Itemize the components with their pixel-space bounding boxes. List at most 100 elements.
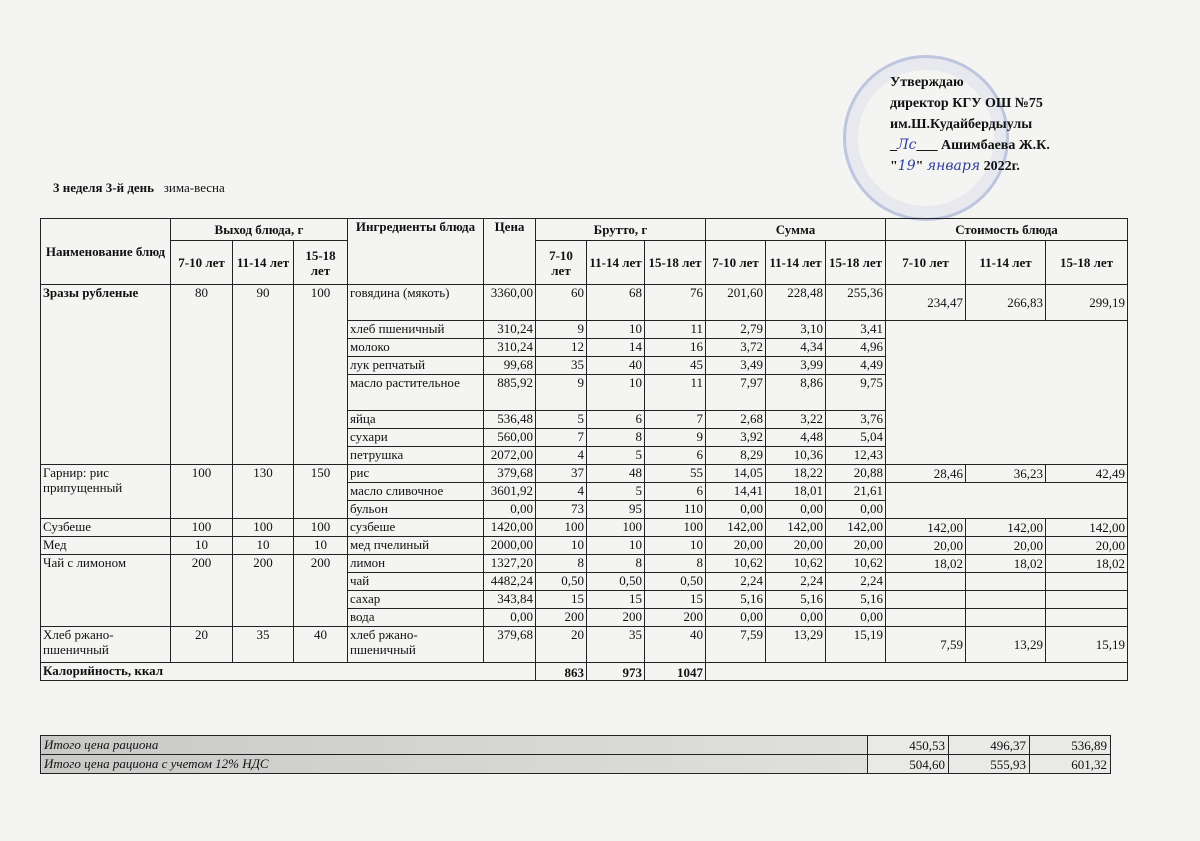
ingredient-sum: 0,00 bbox=[825, 500, 886, 519]
ingredient-name: лук репчатый bbox=[347, 356, 484, 375]
ingredient-sum: 255,36 bbox=[825, 284, 886, 321]
ingredient-sum: 142,00 bbox=[705, 518, 766, 537]
ingredient-price: 1420,00 bbox=[483, 518, 536, 537]
empty-cost-cell bbox=[1045, 608, 1128, 627]
ingredient-sum: 20,88 bbox=[825, 464, 886, 483]
date-year: 2022г. bbox=[983, 159, 1020, 174]
signer-name: Ашимбаева Ж.К. bbox=[941, 138, 1050, 153]
header-age-group: 7-10 лет bbox=[170, 240, 233, 285]
total-label: Итого цена рациона bbox=[40, 735, 868, 755]
ingredient-gross: 37 bbox=[535, 464, 587, 483]
ingredient-sum: 9,75 bbox=[825, 374, 886, 411]
total-value: 450,53 bbox=[867, 735, 949, 755]
dish-cost: 18,02 bbox=[885, 554, 966, 573]
ingredient-gross: 76 bbox=[644, 284, 706, 321]
ingredient-name: хлеб пшеничный bbox=[347, 320, 484, 339]
ingredient-sum: 2,24 bbox=[705, 572, 766, 591]
dish-output: 35 bbox=[232, 626, 294, 663]
dish-output: 20 bbox=[170, 626, 233, 663]
header-price: Цена bbox=[483, 218, 536, 285]
ingredient-gross: 15 bbox=[644, 590, 706, 609]
dish-output: 10 bbox=[293, 536, 348, 555]
empty-cost-cell bbox=[1045, 590, 1128, 609]
ingredient-gross: 40 bbox=[644, 626, 706, 663]
ingredient-gross: 35 bbox=[586, 626, 645, 663]
ingredient-gross: 5 bbox=[535, 410, 587, 429]
ingredient-sum: 5,16 bbox=[705, 590, 766, 609]
ingredient-gross: 15 bbox=[586, 590, 645, 609]
ingredient-sum: 8,86 bbox=[765, 374, 826, 411]
total-row: Итого цена рациона с учетом 12% НДС 504,6… bbox=[40, 754, 1111, 774]
ingredient-gross: 100 bbox=[535, 518, 587, 537]
ingredient-sum: 3,76 bbox=[825, 410, 886, 429]
header-age-group: 15-18 лет bbox=[644, 240, 706, 285]
empty-cost-cell bbox=[885, 482, 1128, 519]
ingredient-sum: 3,22 bbox=[765, 410, 826, 429]
ingredient-sum: 18,01 bbox=[765, 482, 826, 501]
ingredient-gross: 55 bbox=[644, 464, 706, 483]
ingredient-sum: 0,00 bbox=[765, 500, 826, 519]
ingredient-sum: 14,41 bbox=[705, 482, 766, 501]
table-row: молоко 310,24 12 14 16 3,72 4,34 4,96 bbox=[41, 338, 1128, 357]
ingredient-gross: 10 bbox=[586, 374, 645, 411]
ingredient-price: 3601,92 bbox=[483, 482, 536, 501]
ingredient-sum: 228,48 bbox=[765, 284, 826, 321]
ingredient-name: масло сливочное bbox=[347, 482, 484, 501]
header-cost: Стоимость блюда bbox=[885, 218, 1128, 241]
ingredient-sum: 5,04 bbox=[825, 428, 886, 447]
ingredient-name: рис bbox=[347, 464, 484, 483]
ingredient-sum: 4,96 bbox=[825, 338, 886, 357]
ingredient-name: сузбеше bbox=[347, 518, 484, 537]
ingredient-sum: 12,43 bbox=[825, 446, 886, 465]
ingredient-name: бульон bbox=[347, 500, 484, 519]
ingredient-gross: 9 bbox=[535, 374, 587, 411]
ingredient-gross: 10 bbox=[586, 536, 645, 555]
ingredient-gross: 73 bbox=[535, 500, 587, 519]
ingredient-gross: 15 bbox=[535, 590, 587, 609]
header-age-group: 11-14 лет bbox=[765, 240, 826, 285]
dish-cost: 18,02 bbox=[1045, 554, 1128, 573]
total-row: Итого цена рациона 450,53 496,37 536,89 bbox=[40, 735, 1111, 755]
ingredient-sum: 4,48 bbox=[765, 428, 826, 447]
dish-cost: 142,00 bbox=[1045, 518, 1128, 537]
ingredient-gross: 110 bbox=[644, 500, 706, 519]
ingredient-sum: 3,49 bbox=[705, 356, 766, 375]
ingredient-sum: 3,41 bbox=[825, 320, 886, 339]
calories-value: 863 bbox=[535, 662, 587, 681]
season: зима-весна bbox=[163, 180, 225, 195]
dish-name: Зразы рубленые bbox=[40, 284, 171, 465]
ingredient-sum: 0,00 bbox=[705, 608, 766, 627]
ingredient-sum: 0,00 bbox=[765, 608, 826, 627]
header-ingredients: Ингредиенты блюда bbox=[347, 218, 484, 285]
ingredient-sum: 2,24 bbox=[825, 572, 886, 591]
menu-table: Наименование блюд Выход блюда, г Ингреди… bbox=[40, 218, 1128, 681]
ingredient-gross: 5 bbox=[586, 482, 645, 501]
total-value: 536,89 bbox=[1029, 735, 1111, 755]
empty-cost-cell bbox=[885, 590, 966, 609]
table-row: Чай с лимоном 200 200 200 лимон 1327,20 8 8 8 10,… bbox=[40, 554, 1128, 627]
dish-output: 200 bbox=[170, 554, 233, 627]
table-row: Хлеб ржано-пшеничный 20 35 40 хлеб ржано-пше… bbox=[40, 626, 1128, 663]
ingredient-gross: 12 bbox=[535, 338, 587, 357]
dish-output: 100 bbox=[170, 518, 233, 537]
total-value: 496,37 bbox=[948, 735, 1030, 755]
ingredient-gross: 0,50 bbox=[535, 572, 587, 591]
ingredient-sum: 0,00 bbox=[705, 500, 766, 519]
ingredient-gross: 6 bbox=[644, 446, 706, 465]
ingredient-sum: 20,00 bbox=[765, 536, 826, 555]
ingredient-gross: 95 bbox=[586, 500, 645, 519]
dish-output: 200 bbox=[293, 554, 348, 627]
ingredient-sum: 15,19 bbox=[825, 626, 886, 663]
header-age-group: 11-14 лет bbox=[232, 240, 294, 285]
date-month: января bbox=[926, 158, 981, 174]
ingredient-gross: 40 bbox=[586, 356, 645, 375]
total-value: 601,32 bbox=[1029, 754, 1111, 774]
empty-cost-cell bbox=[965, 572, 1046, 591]
signature: Лс bbox=[897, 137, 917, 153]
ingredient-sum: 3,92 bbox=[705, 428, 766, 447]
ingredient-sum: 18,22 bbox=[765, 464, 826, 483]
ingredient-gross: 8 bbox=[644, 554, 706, 573]
ingredient-sum: 20,00 bbox=[705, 536, 766, 555]
ingredient-gross: 8 bbox=[586, 428, 645, 447]
dish-name: Хлеб ржано-пшеничный bbox=[40, 626, 171, 663]
